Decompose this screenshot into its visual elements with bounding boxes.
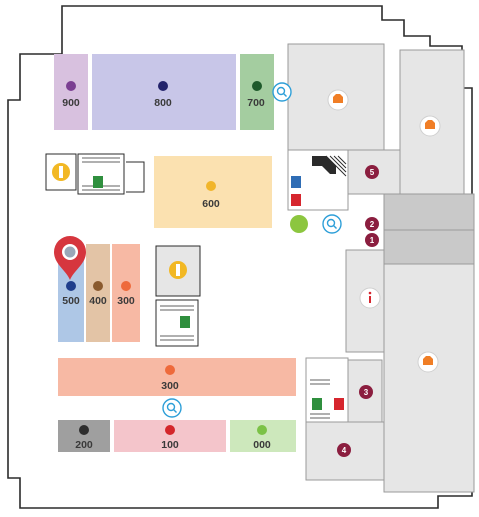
- badge-4[interactable]: 4: [337, 443, 351, 457]
- svg-text:5: 5: [370, 168, 375, 177]
- core-mid: [155, 245, 201, 347]
- male-restroom-icon[interactable]: [291, 176, 301, 188]
- waste-bin-icon[interactable]: [290, 215, 308, 233]
- search-icon[interactable]: [162, 398, 182, 418]
- shop-icon[interactable]: [417, 351, 439, 373]
- room-corridor-bot: [383, 229, 475, 265]
- svg-text:200: 200: [75, 439, 93, 451]
- core-nw: [45, 153, 145, 195]
- svg-text:900: 900: [62, 97, 80, 109]
- room-corridor-top: [383, 193, 475, 231]
- svg-text:100: 100: [161, 439, 179, 451]
- zone-200[interactable]: 200: [58, 420, 110, 452]
- stairs-icon: [325, 155, 347, 177]
- room-east-large[interactable]: [383, 263, 475, 493]
- svg-text:2: 2: [370, 220, 375, 229]
- badge-5[interactable]: 5: [365, 165, 379, 179]
- svg-text:600: 600: [202, 198, 220, 210]
- svg-text:4: 4: [342, 446, 347, 455]
- badges: 5 2 1 3 4: [337, 165, 379, 457]
- svg-text:3: 3: [364, 388, 369, 397]
- svg-text:800: 800: [154, 97, 172, 109]
- emergency-exit-icon: [93, 176, 103, 188]
- zone-600[interactable]: 600: [154, 156, 272, 228]
- svg-text:500: 500: [62, 295, 80, 307]
- zone-000[interactable]: 000: [230, 420, 296, 452]
- svg-text:1: 1: [370, 236, 375, 245]
- emergency-exit-icon: [312, 398, 322, 410]
- female-restroom-icon[interactable]: [334, 398, 344, 410]
- badge-1[interactable]: 1: [365, 233, 379, 247]
- emergency-exit-icon: [180, 316, 190, 328]
- shop-icon[interactable]: [419, 115, 441, 137]
- female-restroom-icon[interactable]: [291, 194, 301, 206]
- location-pin-icon[interactable]: [54, 236, 86, 280]
- svg-text:000: 000: [253, 439, 271, 451]
- shop-icon[interactable]: [327, 89, 349, 111]
- zone-300-south[interactable]: 300: [58, 358, 296, 396]
- zone-900[interactable]: 900: [54, 54, 88, 130]
- zone-300-west[interactable]: 300: [112, 244, 140, 342]
- zone-800[interactable]: 800: [92, 54, 236, 130]
- badge-2[interactable]: 2: [365, 217, 379, 231]
- zones: 900 800 700 600 500 400: [54, 54, 296, 452]
- core-se: [305, 357, 349, 423]
- svg-text:700: 700: [247, 97, 265, 109]
- svg-text:400: 400: [89, 295, 107, 307]
- zone-400[interactable]: 400: [86, 244, 110, 342]
- zone-700[interactable]: 700: [240, 54, 274, 130]
- svg-text:300: 300: [117, 295, 135, 307]
- zone-100[interactable]: 100: [114, 420, 226, 452]
- svg-text:300: 300: [161, 380, 179, 392]
- search-icon[interactable]: [322, 214, 342, 234]
- info-icon[interactable]: [359, 287, 381, 309]
- badge-3[interactable]: 3: [359, 385, 373, 399]
- search-icon[interactable]: [272, 82, 292, 102]
